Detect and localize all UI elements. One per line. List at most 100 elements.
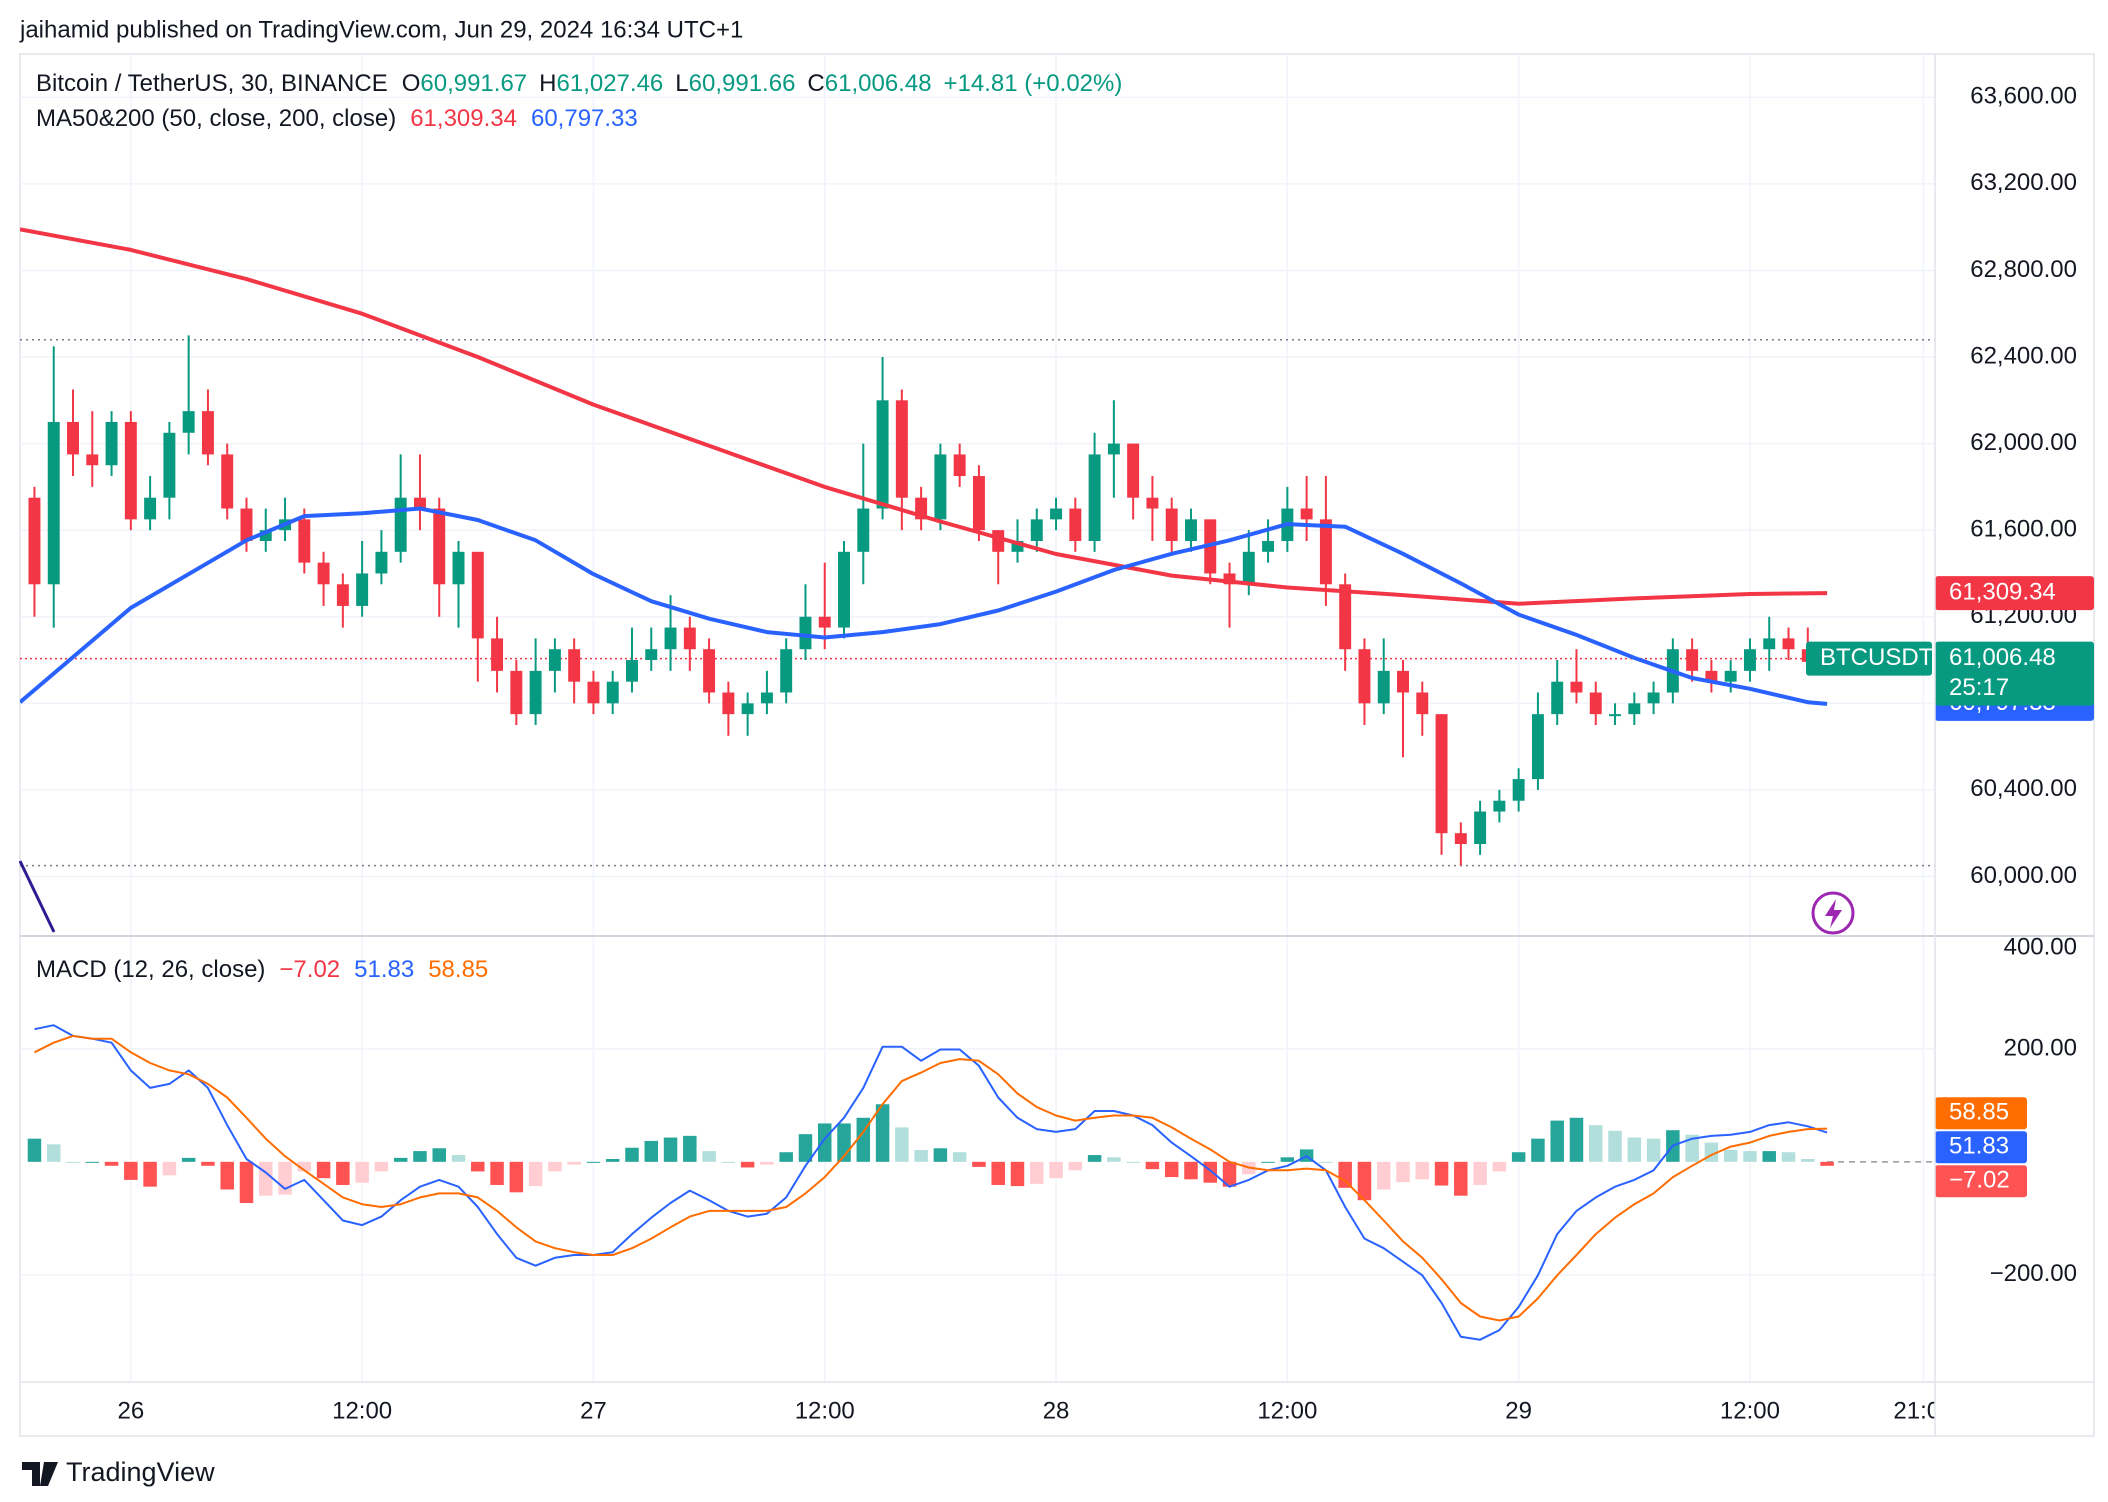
- histogram-bar: [1049, 1161, 1063, 1179]
- alert-icon[interactable]: [1811, 891, 1855, 935]
- histogram-bar: [1723, 1149, 1738, 1162]
- histogram-bar: [374, 1161, 389, 1172]
- histogram-bar: [991, 1161, 1005, 1185]
- macd-line: [34, 1024, 1828, 1341]
- histogram-bar: [1762, 1151, 1776, 1162]
- histogram-bar: [1511, 1152, 1526, 1162]
- y-tick-label: −200.00: [1990, 1260, 2077, 1287]
- y-tick-label: 60,000.00: [1970, 862, 2077, 889]
- macd-badge: [1935, 1097, 2027, 1130]
- candle-body: [1358, 649, 1371, 704]
- candle-body: [452, 551, 465, 585]
- histogram-bar: [683, 1135, 697, 1162]
- histogram-bar: [895, 1127, 909, 1162]
- x-tick-label: 12:00: [1720, 1397, 1780, 1424]
- candle-body: [1474, 811, 1487, 845]
- candle-body: [1397, 670, 1409, 693]
- macd-badge-label: 58.85: [1949, 1099, 2009, 1126]
- histogram-bar: [1801, 1159, 1815, 1162]
- candle-body: [1165, 508, 1178, 541]
- histogram-bar: [1569, 1117, 1584, 1162]
- histogram-bar: [1781, 1152, 1796, 1162]
- candle-body: [1705, 670, 1718, 682]
- histogram-bar: [1646, 1138, 1661, 1162]
- candle-body: [1551, 681, 1564, 715]
- ticker-badge: [1806, 641, 1932, 676]
- x-tick-label: 29: [1505, 1397, 1532, 1424]
- candle-body: [1223, 573, 1236, 585]
- histogram-bar: [1203, 1161, 1217, 1183]
- y-tick-label: 62,400.00: [1970, 342, 2077, 369]
- candle-body: [760, 692, 773, 704]
- macd-legend: MACD (12, 26, close) −7.02 51.83 58.85: [36, 956, 488, 983]
- candle-body: [510, 670, 523, 715]
- histogram-bar: [1473, 1161, 1487, 1185]
- histogram-bar: [1608, 1130, 1622, 1162]
- candle-body: [895, 400, 908, 498]
- candle-body: [47, 421, 60, 585]
- histogram-bar: [432, 1148, 446, 1162]
- candle-body: [1030, 519, 1043, 541]
- candle-body: [953, 454, 966, 477]
- candle-body: [722, 692, 735, 715]
- symbol-legend: Bitcoin / TetherUS, 30, BINANCE O60,991.6…: [36, 70, 1122, 97]
- x-tick-label: 12:00: [795, 1397, 855, 1424]
- candle-body: [201, 411, 214, 455]
- x-tick-label: 26: [117, 1397, 144, 1424]
- histogram-bar: [1280, 1157, 1295, 1162]
- histogram-bar: [239, 1161, 254, 1204]
- histogram-bar: [413, 1151, 427, 1162]
- candle-body: [1339, 584, 1352, 650]
- candle-body: [317, 562, 330, 585]
- candle-body: [1531, 714, 1544, 780]
- candle-body: [67, 421, 79, 455]
- histogram-bar: [451, 1155, 466, 1162]
- y-tick-label: 61,600.00: [1970, 516, 2077, 543]
- histogram-bar: [1184, 1161, 1198, 1180]
- y-tick-label: 63,200.00: [1970, 169, 2077, 196]
- histogram-bar: [972, 1161, 986, 1167]
- histogram-bar: [1627, 1137, 1642, 1162]
- histogram-bar: [181, 1157, 196, 1162]
- candle-body: [1262, 540, 1275, 552]
- y-tick-label: 400.00: [2004, 933, 2077, 960]
- x-tick-label: 21:00: [1893, 1397, 1953, 1424]
- histogram-bar: [817, 1123, 832, 1162]
- histogram-bar: [220, 1161, 234, 1190]
- published-note: jaihamid published on TradingView.com, J…: [19, 16, 743, 43]
- macd-badge-label: −7.02: [1949, 1167, 2010, 1194]
- candle-body: [471, 551, 484, 639]
- histogram-bar: [1030, 1161, 1044, 1184]
- histogram-bar: [201, 1161, 215, 1166]
- candle-body: [356, 573, 369, 606]
- candle-body: [1069, 508, 1082, 541]
- x-tick-label: 12:00: [1257, 1397, 1317, 1424]
- histogram-bar: [27, 1138, 42, 1162]
- candle-body: [1782, 638, 1795, 650]
- candle-body: [221, 454, 234, 509]
- histogram-bar: [1550, 1120, 1564, 1162]
- frame: [19, 53, 2095, 1437]
- y-tick-label: 60,400.00: [1970, 775, 2077, 802]
- candle-body: [587, 681, 600, 704]
- ma200-badge-label: 61,309.34: [1949, 578, 2056, 605]
- drawing-line: [18, 860, 56, 933]
- price-badge-label: 61,006.48: [1949, 644, 2056, 671]
- candle-body: [626, 660, 638, 682]
- candle-body: [741, 703, 754, 715]
- x-tick-label: 27: [580, 1397, 607, 1424]
- histogram-bar: [1164, 1161, 1179, 1178]
- candle-body: [1300, 508, 1313, 520]
- histogram-bar: [1087, 1155, 1102, 1162]
- x-tick-label: 28: [1043, 1397, 1070, 1424]
- candle-body: [163, 432, 176, 498]
- histogram-bar: [1222, 1161, 1237, 1187]
- candle-body: [375, 551, 388, 574]
- candle-body: [1107, 443, 1120, 455]
- histogram-bar: [490, 1161, 504, 1185]
- histogram-bar: [46, 1144, 61, 1162]
- candle-body: [1377, 670, 1390, 704]
- histogram-bar: [1820, 1161, 1834, 1166]
- candle-body: [182, 411, 195, 433]
- histogram-bar: [528, 1161, 543, 1187]
